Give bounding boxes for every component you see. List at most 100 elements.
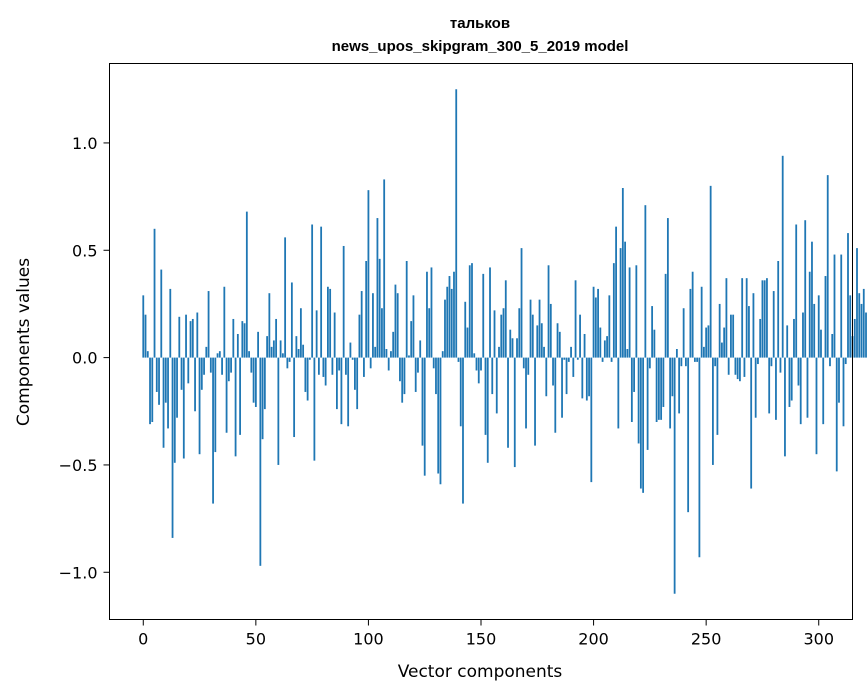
bar-241 bbox=[684, 357, 687, 367]
bar-310 bbox=[840, 254, 843, 358]
bar-151 bbox=[482, 273, 485, 358]
bar-60 bbox=[277, 357, 280, 465]
bar-54 bbox=[263, 357, 266, 410]
bar-121 bbox=[414, 357, 417, 392]
bar-46 bbox=[245, 211, 248, 358]
bar-19 bbox=[185, 314, 187, 358]
bar-213 bbox=[621, 188, 624, 358]
bar-240 bbox=[682, 308, 685, 358]
bar-212 bbox=[619, 248, 622, 358]
bar-304 bbox=[826, 175, 829, 358]
bar-153 bbox=[486, 357, 489, 463]
bar-5 bbox=[153, 228, 156, 358]
bar-127 bbox=[428, 308, 431, 358]
bar-290 bbox=[795, 224, 798, 358]
bar-170 bbox=[525, 357, 527, 429]
bar-62 bbox=[281, 353, 284, 358]
bar-135 bbox=[446, 286, 449, 358]
bar-87 bbox=[338, 357, 341, 371]
bar-209 bbox=[612, 263, 615, 358]
bar-92 bbox=[349, 342, 352, 358]
bar-275 bbox=[761, 280, 764, 358]
bar-94 bbox=[354, 357, 356, 390]
bar-253 bbox=[712, 357, 714, 465]
bar-282 bbox=[777, 261, 780, 358]
bar-25 bbox=[198, 357, 201, 455]
bar-239 bbox=[680, 357, 683, 367]
bar-161 bbox=[504, 280, 507, 358]
bar-84 bbox=[331, 357, 334, 375]
bar-221 bbox=[639, 357, 642, 489]
bar-283 bbox=[779, 357, 782, 373]
x-tick-label-3: 150 bbox=[466, 630, 497, 649]
x-tick-label-2: 100 bbox=[353, 630, 384, 649]
bar-145 bbox=[468, 265, 471, 358]
bar-38 bbox=[227, 357, 230, 382]
bar-309 bbox=[838, 357, 840, 403]
bar-238 bbox=[678, 357, 681, 414]
bar-1 bbox=[144, 314, 147, 358]
bar-31 bbox=[212, 357, 214, 504]
bar-299 bbox=[815, 357, 818, 455]
bar-47 bbox=[248, 351, 250, 358]
bar-225 bbox=[648, 357, 651, 369]
bar-284 bbox=[781, 155, 784, 358]
bar-286 bbox=[786, 325, 789, 358]
bar-78 bbox=[317, 357, 320, 375]
bar-231 bbox=[662, 357, 665, 407]
bar-20 bbox=[187, 357, 190, 384]
bar-80 bbox=[322, 357, 325, 377]
bar-63 bbox=[284, 237, 287, 358]
bar-264 bbox=[736, 357, 739, 380]
bar-178 bbox=[543, 346, 545, 358]
bar-172 bbox=[529, 299, 532, 358]
bar-160 bbox=[502, 308, 505, 358]
bar-177 bbox=[540, 323, 543, 358]
bar-75 bbox=[311, 224, 314, 358]
bar-130 bbox=[435, 357, 437, 395]
bar-21 bbox=[189, 321, 192, 358]
bar-77 bbox=[315, 310, 318, 358]
bar-106 bbox=[381, 308, 383, 358]
bar-171 bbox=[527, 357, 530, 375]
bar-7 bbox=[158, 357, 160, 405]
bar-279 bbox=[770, 357, 773, 367]
bar-42 bbox=[236, 333, 239, 358]
bar-118 bbox=[408, 355, 410, 358]
bar-251 bbox=[707, 325, 710, 358]
bar-50 bbox=[254, 357, 257, 407]
bar-186 bbox=[561, 357, 563, 418]
bar-97 bbox=[360, 291, 363, 358]
bar-15 bbox=[176, 357, 178, 418]
bar-68 bbox=[295, 336, 298, 358]
bar-262 bbox=[732, 314, 735, 358]
bar-93 bbox=[351, 357, 354, 360]
bar-246 bbox=[696, 357, 699, 362]
bar-104 bbox=[376, 218, 379, 358]
bar-319 bbox=[860, 303, 863, 358]
bar-61 bbox=[279, 340, 282, 358]
bar-197 bbox=[585, 357, 588, 401]
bar-156 bbox=[493, 310, 496, 358]
x-axis-ticks: 0 50 100 150 200 250 300 bbox=[138, 619, 834, 649]
bar-86 bbox=[336, 357, 338, 410]
bar-254 bbox=[714, 357, 717, 367]
bar-281 bbox=[775, 357, 777, 420]
bar-133 bbox=[441, 351, 444, 358]
bar-307 bbox=[833, 254, 836, 358]
bars bbox=[142, 89, 867, 594]
bar-211 bbox=[617, 357, 620, 429]
bar-184 bbox=[556, 323, 559, 358]
bar-26 bbox=[200, 357, 203, 390]
bar-183 bbox=[554, 357, 557, 433]
bar-208 bbox=[610, 357, 613, 362]
bar-158 bbox=[498, 346, 500, 358]
bar-218 bbox=[633, 357, 635, 392]
bar-320 bbox=[862, 288, 865, 358]
bar-157 bbox=[495, 357, 498, 414]
bar-187 bbox=[563, 357, 566, 360]
x-tick-label-5: 250 bbox=[691, 630, 722, 649]
x-tick-label-4: 200 bbox=[578, 630, 609, 649]
bar-100 bbox=[367, 190, 370, 358]
bar-102 bbox=[372, 293, 374, 358]
